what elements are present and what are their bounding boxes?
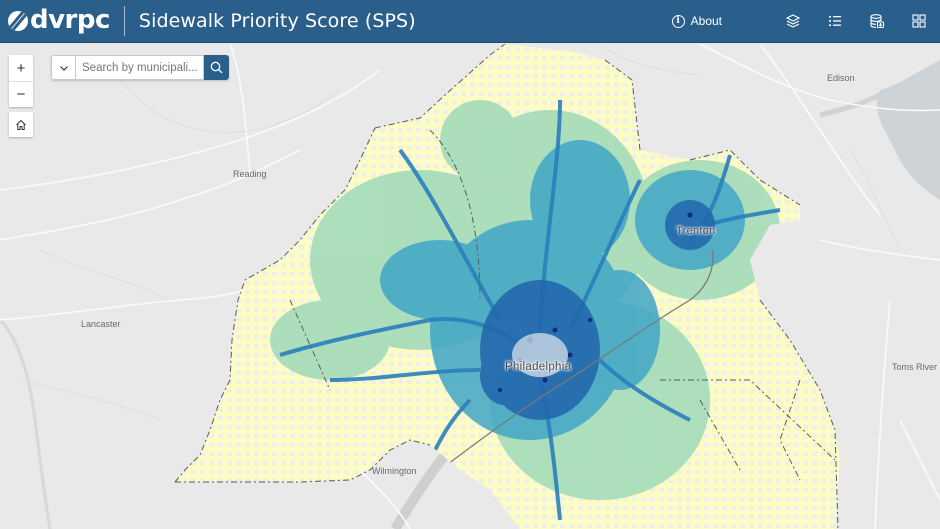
chevron-down-icon [59, 65, 68, 71]
dvrpc-logo-mark-icon [8, 11, 28, 31]
map-label-wilmington: Wilmington [372, 466, 417, 476]
basemap-gallery-icon [912, 14, 926, 28]
map-view[interactable]: Reading Lancaster Wilmington Edison Toms… [0, 44, 940, 529]
map-label-trenton: Trenton [676, 225, 716, 237]
header-actions: i About [671, 0, 940, 43]
app-title: Sidewalk Priority Score (SPS) [138, 10, 416, 32]
zoom-out-button[interactable]: − [9, 81, 33, 107]
basemap-gallery-button[interactable] [898, 0, 940, 43]
about-button[interactable]: i About [671, 14, 722, 28]
map-label-reading: Reading [233, 169, 267, 179]
layers-button[interactable] [772, 0, 814, 43]
zoom-in-button[interactable]: + [9, 55, 33, 81]
legend-list-icon [829, 16, 841, 26]
home-icon [16, 119, 26, 130]
search-source-dropdown[interactable] [51, 55, 75, 80]
map-label-philadelphia: Philadelphia [505, 361, 572, 373]
dvrpc-logo[interactable]: dvrpc [0, 0, 110, 43]
basemap-and-sps-layer [0, 44, 940, 529]
data-download-button[interactable] [856, 0, 898, 43]
map-label-lancaster: Lancaster [81, 319, 121, 329]
map-label-toms-river: Toms River [892, 362, 938, 372]
about-label: About [690, 14, 722, 28]
zoom-control: + − [9, 55, 33, 107]
info-icon: i [671, 14, 685, 28]
layers-icon [785, 14, 801, 28]
logo-text: dvrpc [30, 4, 110, 35]
legend-button[interactable] [814, 0, 856, 43]
search-button[interactable] [204, 55, 229, 80]
data-download-icon [870, 14, 885, 29]
home-button[interactable] [9, 112, 33, 137]
header-divider [123, 6, 125, 36]
search-icon [210, 61, 223, 74]
map-label-edison: Edison [827, 73, 855, 83]
app-header: dvrpc Sidewalk Priority Score (SPS) i Ab… [0, 0, 940, 43]
search-input[interactable] [75, 55, 204, 80]
search-widget [51, 55, 229, 80]
